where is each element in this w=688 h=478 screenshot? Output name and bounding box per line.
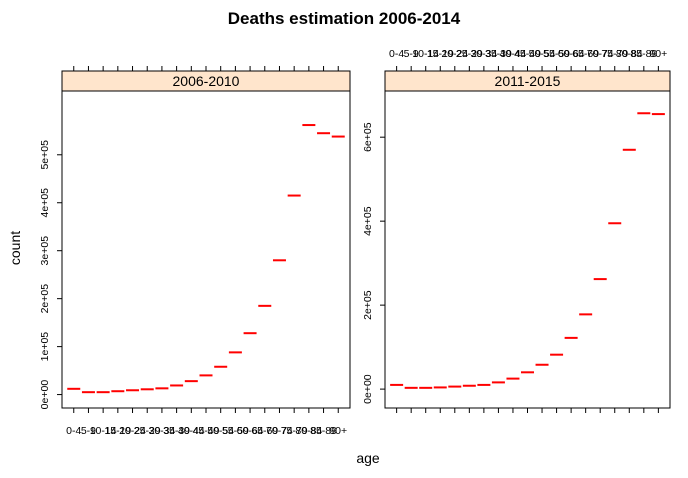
x-tick-label: 45-49 bbox=[193, 425, 220, 437]
chart-title: Deaths estimation 2006-2014 bbox=[228, 9, 461, 28]
x-tick-label: 75-79 bbox=[601, 48, 628, 60]
x-tick-label: 25-29 bbox=[134, 425, 161, 437]
x-tick-label: 10-14 bbox=[412, 48, 439, 60]
y-tick-label: 4e+05 bbox=[39, 188, 51, 218]
x-tick-label: 60-64 bbox=[558, 48, 585, 60]
x-tick-label: 90+ bbox=[649, 48, 667, 60]
x-tick-label: 55-59 bbox=[543, 48, 570, 60]
x-tick-label: 55-59 bbox=[222, 425, 249, 437]
x-tick-label: 15-19 bbox=[104, 425, 131, 437]
y-tick-label: 3e+05 bbox=[39, 236, 51, 266]
x-tick-label: 80-84 bbox=[295, 425, 322, 437]
x-tick-label: 60-64 bbox=[237, 425, 264, 437]
panel-2011-2015: 2011-2015 0e+00 2e+05 4e+05 6e+05 0-4 5-910-14… bbox=[362, 48, 671, 413]
x-tick-label: 40-44 bbox=[500, 48, 527, 60]
x-tick-label: 0-4 bbox=[66, 425, 81, 437]
panel-2006-2010: 2006-2010 0e+00 1e+05 2e+05 3e+05 4e+05 5e+05 0… bbox=[39, 66, 351, 437]
y-axis-label: count bbox=[7, 231, 23, 265]
y-tick-label: 6e+05 bbox=[362, 122, 374, 152]
x-tick-label: 5-9 bbox=[81, 425, 96, 437]
x-tick-label: 10-14 bbox=[90, 425, 117, 437]
plot-frame bbox=[384, 90, 671, 409]
y-tick-label: 0e+00 bbox=[362, 374, 374, 404]
x-tick-label: 50-54 bbox=[207, 425, 234, 437]
x-tick-label: 90+ bbox=[329, 425, 347, 437]
x-tick-label: 40-44 bbox=[178, 425, 205, 437]
x-tick-label: 65-69 bbox=[572, 48, 599, 60]
x-axis-label: age bbox=[356, 450, 380, 466]
x-tick-label: 85-89 bbox=[310, 425, 337, 437]
y-tick-label: 2e+05 bbox=[39, 284, 51, 314]
y-tick-label: 5e+05 bbox=[39, 140, 51, 170]
plot-frame bbox=[61, 90, 351, 409]
x-tick-label: 0-4 bbox=[389, 48, 404, 60]
x-tick-label: 65-69 bbox=[251, 425, 278, 437]
x-tick-label: 45-49 bbox=[514, 48, 541, 60]
panel-strip-label: 2006-2010 bbox=[173, 73, 240, 89]
x-tick-label: 30-34 bbox=[470, 48, 497, 60]
x-tick-label: 35-39 bbox=[485, 48, 512, 60]
x-tick-label: 20-24 bbox=[119, 425, 146, 437]
x-tick-label: 30-34 bbox=[148, 425, 175, 437]
x-tick-label: 70-74 bbox=[266, 425, 293, 437]
y-tick-label: 4e+05 bbox=[362, 206, 374, 236]
x-tick-label: 20-24 bbox=[441, 48, 468, 60]
x-tick-label: 80-84 bbox=[616, 48, 643, 60]
x-tick-label: 35-39 bbox=[163, 425, 190, 437]
x-tick-label: 75-79 bbox=[281, 425, 308, 437]
x-tick-label: 50-54 bbox=[529, 48, 556, 60]
y-tick-label: 2e+05 bbox=[362, 290, 374, 320]
y-tick-label: 0e+00 bbox=[39, 380, 51, 410]
x-tick-label: 5-9 bbox=[404, 48, 419, 60]
panel-strip-label: 2011-2015 bbox=[495, 73, 561, 89]
x-tick-label: 85-89 bbox=[630, 48, 657, 60]
x-tick-label: 25-29 bbox=[456, 48, 483, 60]
x-tick-label: 70-74 bbox=[587, 48, 614, 60]
x-tick-label: 15-19 bbox=[427, 48, 454, 60]
y-tick-label: 1e+05 bbox=[39, 332, 51, 362]
